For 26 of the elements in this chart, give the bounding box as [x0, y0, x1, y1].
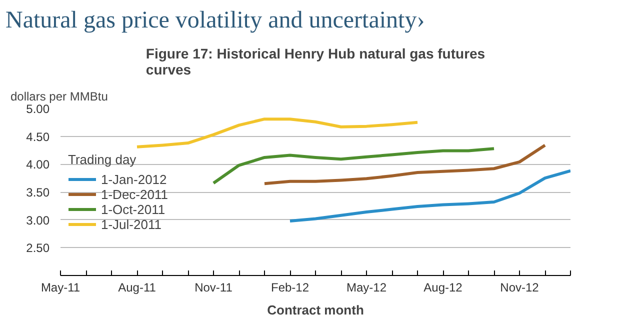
y-tick-label: 4.50 — [26, 130, 50, 144]
x-tick-label: May-12 — [346, 280, 387, 294]
y-tick-label: 5.00 — [26, 102, 50, 116]
chart-subtitle: Figure 17: Historical Henry Hub natural gas futures curves — [146, 46, 486, 78]
line-series — [136, 118, 419, 148]
y-tick-label: 3.50 — [26, 186, 50, 200]
y-tick-label: 3.00 — [26, 213, 50, 228]
legend-label: 1-Jan-2012 — [101, 172, 167, 186]
legend-title: Trading day — [68, 152, 138, 166]
line-series — [288, 169, 570, 222]
x-axis-title: Contract month — [267, 302, 364, 318]
y-axis-title: dollars per MMBtu — [10, 90, 108, 104]
line-series — [212, 147, 496, 185]
x-tick-label: Aug-11 — [118, 280, 156, 294]
x-tick-label: May-11 — [40, 280, 80, 294]
line-series — [263, 144, 546, 186]
y-tick-label: 2.50 — [26, 241, 50, 256]
x-tick-label: Feb-12 — [270, 280, 310, 294]
x-tick-label: Nov-12 — [500, 280, 540, 294]
y-tick-label: 4.00 — [26, 158, 50, 172]
x-tick-label: Aug-12 — [424, 280, 463, 294]
x-tick-label: Nov-11 — [194, 280, 233, 294]
legend-label: 1-Oct-2011 — [101, 202, 166, 216]
legend-label: 1-Dec-2011 — [101, 186, 168, 202]
chart-title: Natural gas price volatility and uncertainty› — [6, 8, 425, 34]
legend-label: 1-Jul-2011 — [101, 216, 162, 232]
